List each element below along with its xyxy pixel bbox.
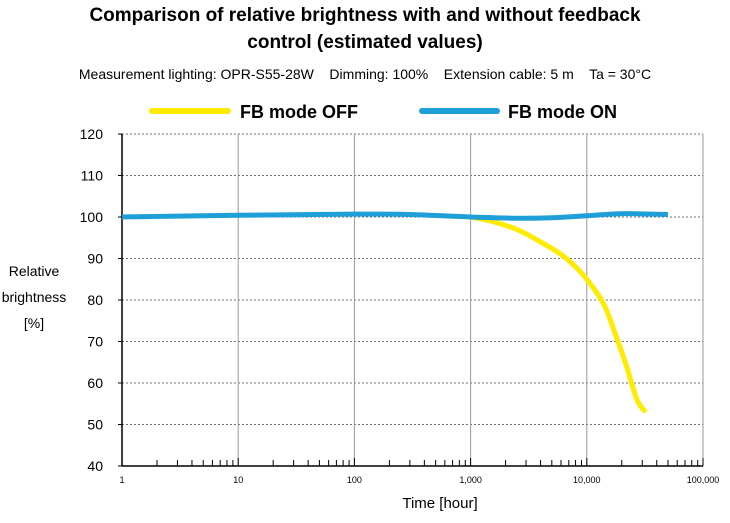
y-tick-label: 80 [87, 292, 103, 308]
x-tick-label: 10 [233, 475, 243, 485]
legend-label-fb-mode-on: FB mode ON [508, 102, 617, 122]
x-tick-label: 100 [347, 475, 362, 485]
y-axis-label-line-1: Relative [8, 263, 60, 279]
chart-title-line-1: Comparison of relative brightness with a… [89, 5, 641, 26]
y-tick-label: 50 [87, 417, 103, 433]
y-tick-label: 110 [81, 168, 104, 184]
legend-label-fb-mode-off: FB mode OFF [240, 102, 358, 122]
chart-subtitle: Measurement lighting: OPR-S55-28W Dimmin… [78, 66, 652, 82]
x-axis-label: Time [hour] [402, 495, 478, 512]
x-tick-label: 100,000 [687, 475, 720, 485]
y-tick-label: 100 [80, 209, 104, 225]
y-tick-label: 40 [87, 458, 103, 474]
y-tick-label: 90 [87, 251, 103, 267]
y-axis-label-line-3: [%] [23, 315, 45, 331]
y-axis-label-line-2: brightness [1, 289, 67, 305]
y-tick-label: 70 [87, 334, 103, 350]
x-tick-label: 1 [119, 475, 124, 485]
series-line-fb-mode-on [121, 211, 669, 221]
chart-title-line-2: control (estimated values) [247, 32, 483, 53]
y-tick-label: 120 [80, 126, 104, 142]
x-tick-label: 10,000 [573, 475, 601, 485]
x-tick-label: 1,000 [459, 475, 482, 485]
series-line-fb-mode-off [470, 214, 648, 414]
y-tick-label: 60 [87, 375, 103, 391]
